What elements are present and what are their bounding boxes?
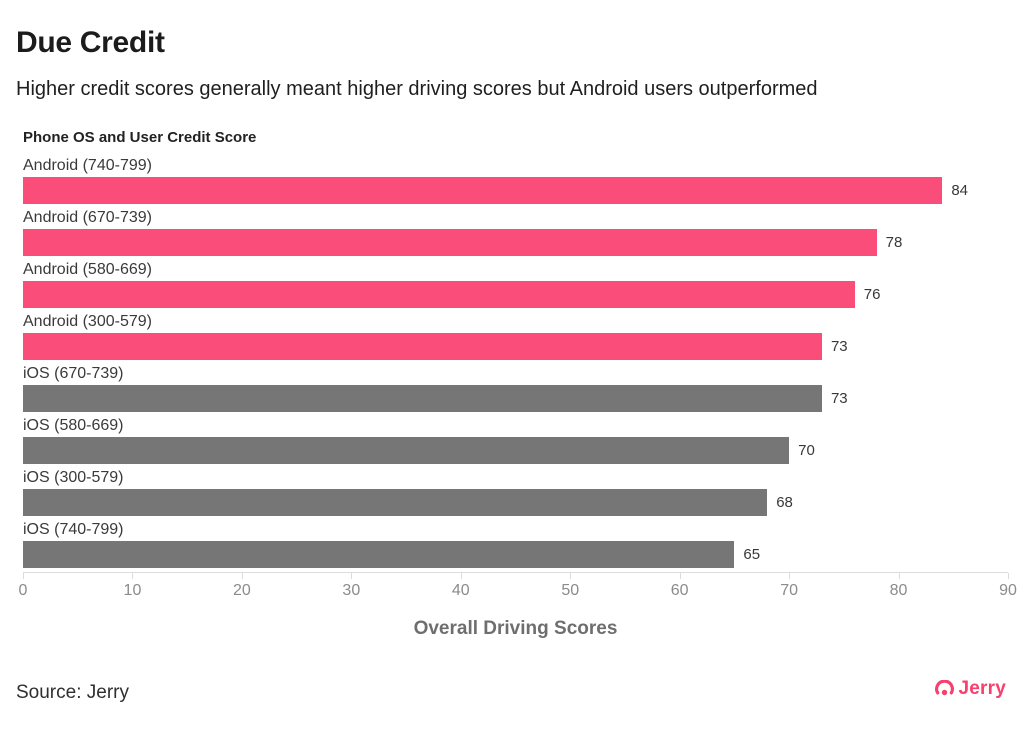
category-label: iOS (300-579) — [23, 469, 124, 486]
bar-row: iOS (300-579) 68 — [23, 468, 1008, 520]
x-tick-mark — [789, 573, 791, 579]
bar — [23, 177, 943, 204]
brand-logo: Jerry — [934, 678, 1007, 700]
jerry-gauge-icon — [934, 680, 954, 696]
bar-row: Android (740-799) 84 — [23, 156, 1008, 208]
source-text: Source: Jerry — [16, 682, 129, 703]
bar — [23, 333, 822, 360]
category-label: Android (670-739) — [23, 209, 152, 226]
bar-track: 73 — [23, 333, 1008, 360]
x-tick-label: 80 — [889, 582, 908, 599]
chart-title: Phone OS and User Credit Score — [23, 129, 257, 146]
x-tick-mark — [241, 573, 243, 579]
bar-track: 65 — [23, 541, 1008, 568]
category-label: Android (740-799) — [23, 157, 152, 174]
bar — [23, 489, 768, 516]
bar-row: iOS (580-669) 70 — [23, 416, 1008, 468]
x-tick-label: 20 — [232, 582, 251, 599]
x-tick-label: 60 — [670, 582, 689, 599]
bar-row: iOS (670-739) 73 — [23, 364, 1008, 416]
bar — [23, 281, 855, 308]
category-label: Android (580-669) — [23, 261, 152, 278]
bar-track: 76 — [23, 281, 1008, 308]
x-tick-label: 90 — [999, 582, 1017, 599]
x-tick-mark — [1008, 573, 1009, 579]
x-axis-line: 0 10 20 30 40 50 60 70 80 90 — [19, 572, 1017, 599]
bar-track: 70 — [23, 437, 1008, 464]
x-tick-label: 10 — [123, 582, 142, 599]
value-label: 68 — [776, 494, 793, 511]
x-tick-label: 30 — [342, 582, 361, 599]
bar — [23, 541, 735, 568]
plot-area: Android (740-799) 84 Android (670-739) 78 An… — [23, 156, 1008, 572]
bar-row: Android (670-739) 78 — [23, 208, 1008, 260]
category-label: iOS (670-739) — [23, 365, 124, 382]
category-label: Android (300-579) — [23, 313, 152, 330]
value-label: 65 — [743, 546, 761, 563]
x-tick-label: 40 — [451, 582, 470, 599]
value-label: 84 — [951, 182, 969, 199]
bar-track: 78 — [23, 229, 1008, 256]
bar-track: 73 — [23, 385, 1008, 412]
bar — [23, 437, 790, 464]
x-tick-mark — [132, 573, 134, 579]
bar-row: Android (300-579) 73 — [23, 312, 1008, 364]
value-label: 70 — [798, 442, 815, 459]
bar — [23, 229, 877, 256]
category-label: iOS (580-669) — [23, 417, 124, 434]
jerry-logo-text: Jerry — [958, 678, 1006, 699]
bar-track: 68 — [23, 489, 1008, 516]
bar-row: Android (580-669) 76 — [23, 260, 1008, 312]
x-tick-mark — [570, 573, 572, 579]
value-label: 73 — [830, 390, 848, 407]
category-label: iOS (740-799) — [23, 521, 124, 538]
x-tick-label: 70 — [780, 582, 799, 599]
x-tick-label: 50 — [561, 582, 580, 599]
bar-row: iOS (740-799) 65 — [23, 520, 1008, 572]
x-tick-mark — [679, 573, 681, 579]
bar-track: 84 — [23, 177, 1008, 204]
bar — [23, 385, 822, 412]
value-label: 76 — [863, 286, 881, 303]
x-tick-mark — [23, 573, 24, 579]
x-tick-mark — [898, 573, 900, 579]
x-axis-title: Overall Driving Scores — [413, 618, 618, 639]
x-tick-mark — [351, 573, 353, 579]
page-title: Due Credit — [16, 26, 165, 59]
value-label: 73 — [830, 338, 848, 355]
value-label: 78 — [885, 234, 903, 251]
x-tick-mark — [460, 573, 462, 579]
page-subtitle: Higher credit scores generally meant hig… — [16, 78, 818, 100]
x-tick-label: 0 — [18, 582, 28, 599]
